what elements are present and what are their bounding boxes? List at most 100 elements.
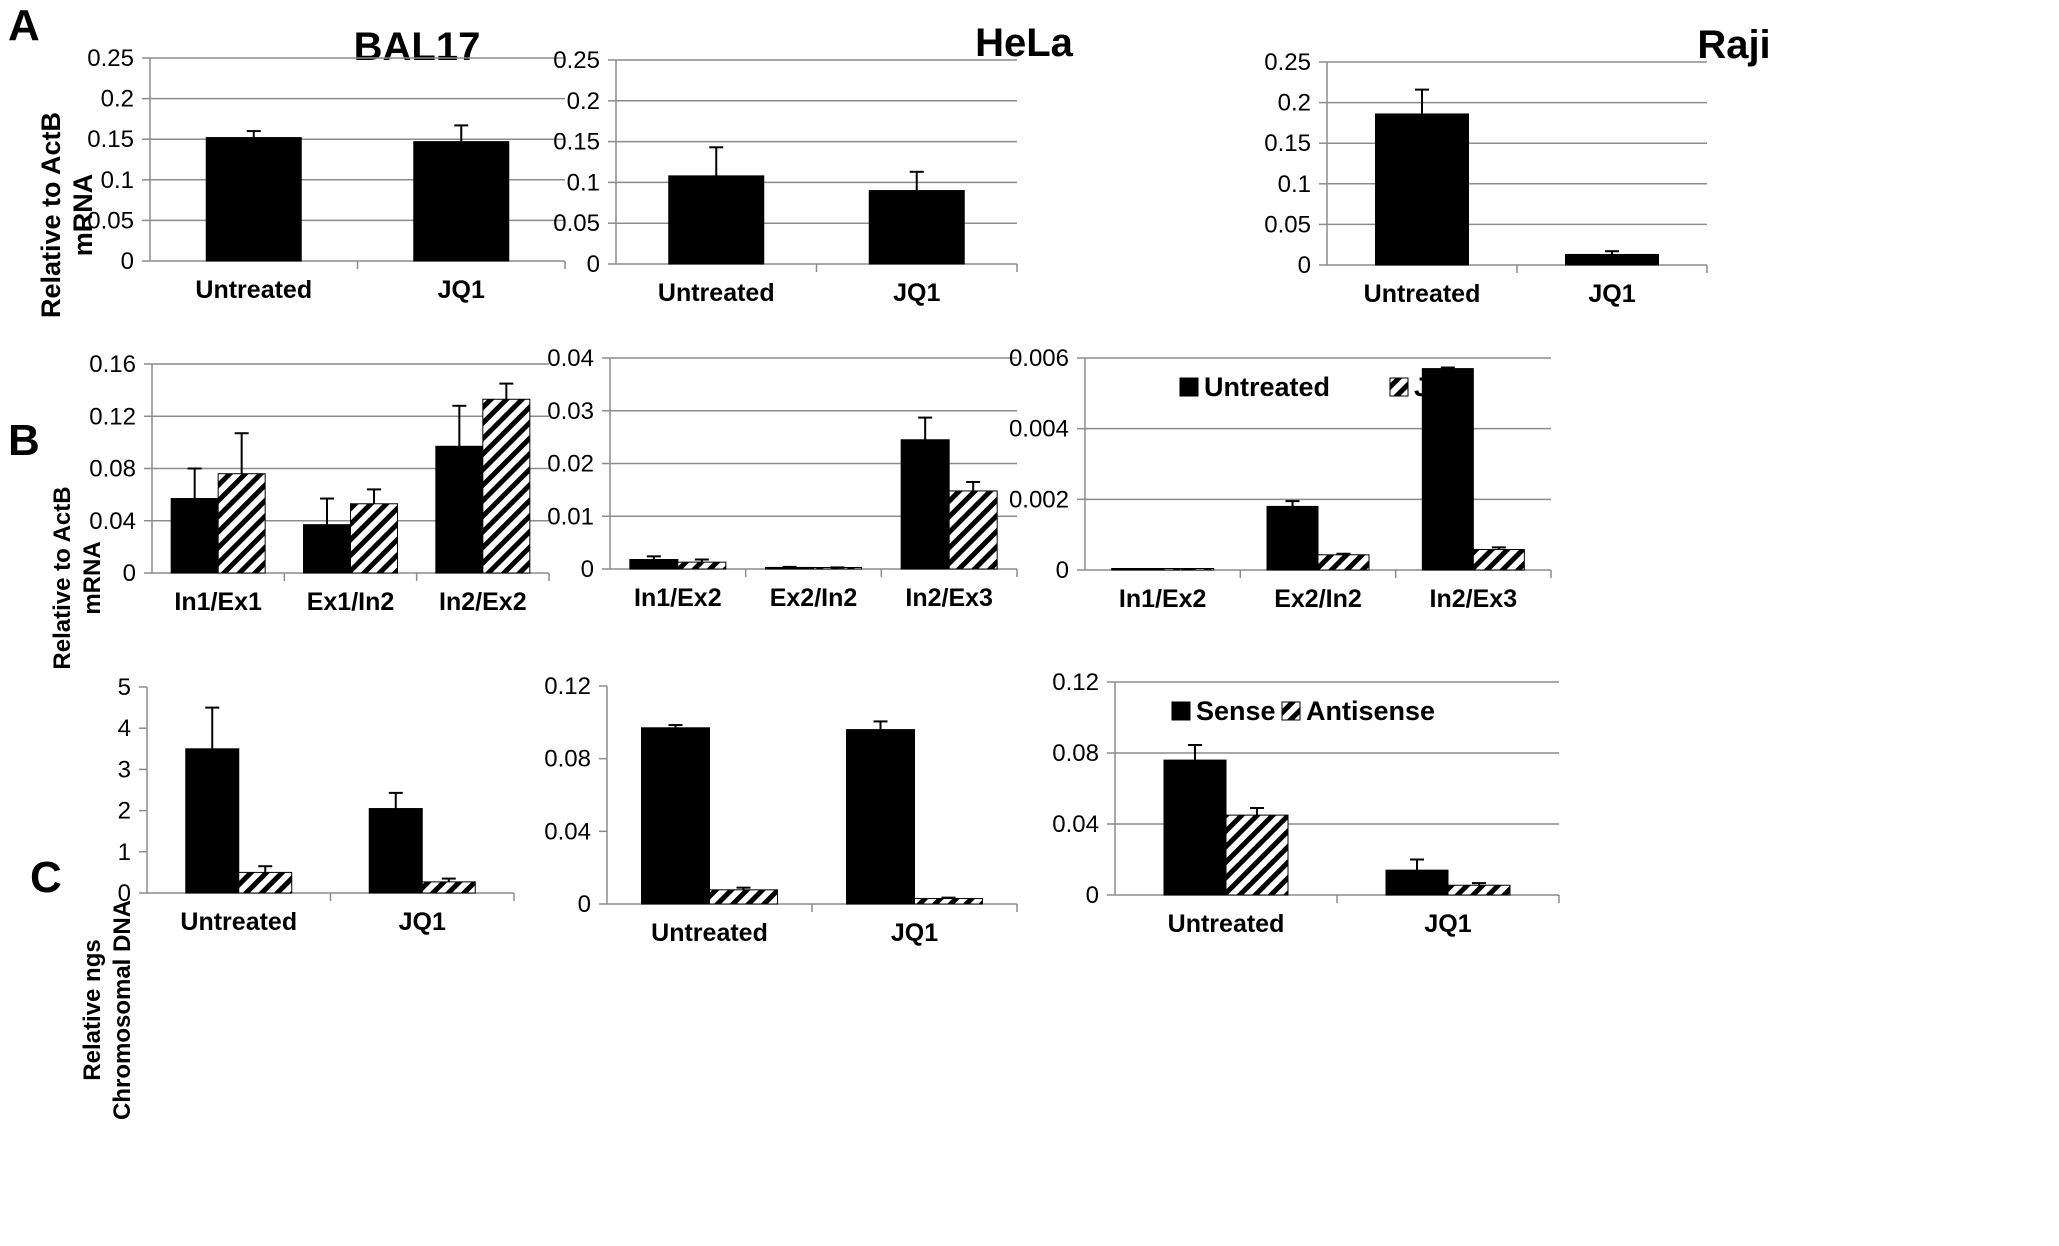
y-tick-label: 0 — [578, 891, 591, 918]
bar-solid — [641, 727, 710, 905]
bar-solid — [868, 190, 965, 265]
y-tick-label: 0.08 — [1052, 740, 1099, 767]
chart-a-hela: 0 0.05 0.1 0.15 0.2 0.25 Untreated JQ1 — [553, 47, 1018, 307]
ylabel-c-line1: Relative ngs — [79, 939, 106, 1080]
panel-letter-b: B — [8, 416, 40, 465]
category-label: JQ1 — [399, 908, 446, 936]
bar-solid — [1266, 505, 1319, 571]
legend-swatch — [1179, 377, 1199, 397]
panel-letter-c: C — [30, 853, 62, 902]
bar-hatched — [217, 473, 266, 574]
bar-solid — [668, 175, 765, 265]
y-tick-label: 0 — [1298, 252, 1311, 279]
ylabel-b-line2: mRNA — [79, 541, 106, 614]
category-label: Ex1/In2 — [307, 588, 395, 616]
y-tick-label: 0 — [581, 556, 594, 583]
category-label: In2/Ex2 — [439, 588, 527, 616]
bar-solid — [205, 137, 302, 262]
y-tick-label: 0.1 — [1278, 171, 1311, 198]
y-tick-label: 0.05 — [553, 210, 600, 237]
bar-hatched — [350, 503, 398, 574]
bar-hatched — [914, 898, 983, 905]
y-tick-label: 0 — [121, 248, 134, 275]
y-tick-label: 0 — [123, 560, 136, 587]
category-label: Untreated — [651, 919, 768, 947]
bar-hatched — [1447, 884, 1511, 896]
bar-solid — [368, 808, 423, 894]
bar-hatched — [1317, 554, 1370, 571]
y-tick-label: 0.004 — [1009, 416, 1069, 443]
y-tick-label: 0.04 — [1052, 811, 1099, 838]
ylabel-row-a: Relative to ActB mRNA — [36, 112, 98, 318]
legend-swatch — [1171, 701, 1191, 721]
y-tick-label: 0.2 — [101, 86, 134, 113]
legend-swatch — [1281, 701, 1301, 721]
category-label: JQ1 — [1588, 280, 1635, 308]
chart-c-bal17: 0 1 2 3 4 5 Untreated JQ1 — [118, 674, 515, 936]
bar-hatched — [421, 881, 476, 894]
bar-hatched — [482, 398, 531, 574]
bar-hatched — [1225, 814, 1289, 896]
y-tick-label: 2 — [118, 798, 131, 825]
ylabel-a-line2: mRNA — [68, 174, 98, 257]
y-tick-label: 0 — [1056, 557, 1069, 584]
category-label: Ex2/In2 — [1274, 585, 1362, 613]
category-label: Untreated — [1364, 280, 1481, 308]
legend-label: Sense — [1196, 696, 1276, 726]
category-label: In1/Ex2 — [634, 584, 722, 612]
bar-hatched — [709, 889, 778, 905]
chart-c-hela: 0 0.04 0.08 0.12 Untreated JQ1 — [544, 673, 1018, 947]
bar-solid — [900, 439, 950, 570]
y-tick-label: 0.12 — [89, 403, 136, 430]
legend-label: Untreated — [1204, 372, 1330, 402]
bar-solid — [629, 559, 679, 570]
chart-b-raji: 0 0.002 0.004 0.006 In1/Ex2 Ex2/In2 In2/Ex3 Unt… — [1009, 345, 1552, 613]
y-tick-label: 0.05 — [87, 207, 134, 234]
y-tick-label: 0.05 — [1264, 211, 1311, 238]
legend-label: JQ1 — [1414, 372, 1465, 402]
y-tick-label: 0 — [587, 251, 600, 278]
y-tick-label: 5 — [118, 674, 131, 701]
chart-c-raji: 0 0.04 0.08 0.12 Untreated JQ1 Sense Antisense — [1052, 669, 1560, 938]
bar-solid — [1565, 253, 1659, 266]
ylabel-a-line1: Relative to ActB — [36, 112, 66, 318]
ylabel-row-c: Relative ngs Chromosomal DNA — [79, 900, 136, 1120]
bar-solid — [1163, 759, 1227, 896]
y-tick-label: 0.002 — [1009, 486, 1069, 513]
y-tick-label: 0.08 — [544, 746, 591, 773]
y-tick-label: 0 — [1086, 882, 1099, 909]
ylabel-c-line2: Chromosomal DNA — [109, 900, 136, 1120]
chart-b-hela: 0 0.01 0.02 0.03 0.04 In1/Ex2 Ex2/In2 In2/Ex3 — [547, 345, 1018, 612]
category-label: In2/Ex3 — [905, 584, 993, 612]
y-tick-label: 0.15 — [1264, 130, 1311, 157]
category-label: In1/Ex1 — [174, 588, 262, 616]
y-tick-label: 0.12 — [1052, 669, 1099, 696]
y-tick-label: 1 — [118, 839, 131, 866]
category-label: JQ1 — [893, 279, 940, 307]
y-tick-label: 0.2 — [567, 88, 600, 115]
chart-b-bal17: 0 0.04 0.08 0.12 0.16 In1/Ex1 Ex1/In2 In2/Ex2 — [89, 351, 550, 616]
legend-label: Antisense — [1306, 696, 1435, 726]
y-tick-label: 0.04 — [89, 508, 136, 535]
y-tick-label: 0.15 — [87, 126, 134, 153]
bar-solid — [303, 524, 351, 574]
y-tick-label: 0.25 — [87, 45, 134, 72]
column-title-raji: Raji — [1697, 23, 1770, 67]
y-tick-label: 0.04 — [547, 345, 594, 372]
category-label: JQ1 — [1424, 910, 1471, 938]
bar-hatched — [948, 490, 998, 570]
category-label: Untreated — [658, 279, 775, 307]
bar-solid — [846, 729, 915, 905]
bar-solid — [1385, 869, 1449, 896]
chart-a-bal17: 0 0.05 0.1 0.15 0.2 0.25 Untreated JQ1 — [87, 45, 566, 304]
column-title-hela: HeLa — [975, 21, 1074, 65]
chart-a-raji: 0 0.05 0.1 0.15 0.2 0.25 Untreated JQ1 — [1264, 49, 1708, 308]
y-tick-label: 0.03 — [547, 398, 594, 425]
bar-solid — [413, 141, 510, 262]
ylabel-row-b: Relative to ActB mRNA — [49, 486, 106, 669]
bar-solid — [185, 748, 240, 894]
column-title-bal17: BAL17 — [354, 25, 481, 69]
y-tick-label: 0.02 — [547, 451, 594, 478]
y-tick-label: 0.15 — [553, 129, 600, 156]
